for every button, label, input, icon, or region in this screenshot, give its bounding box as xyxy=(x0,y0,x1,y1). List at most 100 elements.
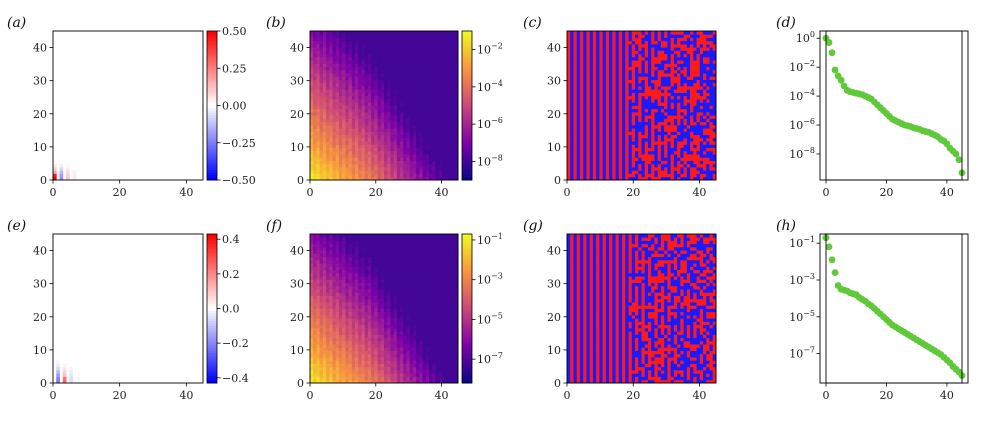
colorbar-segment xyxy=(462,35,472,39)
heat-cell xyxy=(396,121,401,126)
heat-cell xyxy=(316,76,321,80)
heat-cell xyxy=(326,353,330,358)
sign-cell xyxy=(641,56,646,61)
heat-cell xyxy=(62,379,67,384)
sign-cell xyxy=(638,53,642,58)
heat-cell xyxy=(361,154,366,158)
heat-cell xyxy=(335,40,340,45)
heat-cell xyxy=(380,89,385,93)
sign-cell xyxy=(592,167,597,171)
heat-cell xyxy=(390,118,395,123)
heat-cell xyxy=(435,163,440,168)
sign-cell xyxy=(570,73,574,77)
heat-cell xyxy=(319,340,324,345)
heat-cell xyxy=(310,344,314,348)
heat-cell xyxy=(409,40,414,45)
heat-cell xyxy=(451,73,456,77)
heat-cell xyxy=(367,160,372,165)
heat-cell xyxy=(326,308,330,313)
heat-cell xyxy=(406,154,411,158)
heat-cell xyxy=(409,31,414,35)
heat-cell xyxy=(390,37,395,42)
heat-cell xyxy=(345,73,350,77)
heat-cell xyxy=(454,47,459,51)
heat-cell xyxy=(400,144,404,149)
sign-cell xyxy=(570,144,574,149)
heat-cell xyxy=(313,147,317,152)
sign-cell xyxy=(570,170,574,174)
heat-cell xyxy=(390,69,395,74)
heat-cell xyxy=(429,40,433,45)
sign-cell xyxy=(589,121,594,126)
heat-cell xyxy=(374,163,378,168)
sign-cell xyxy=(612,173,616,178)
heat-cell xyxy=(310,308,314,313)
sign-cell xyxy=(592,173,597,178)
colorbar-segment xyxy=(207,40,217,44)
sign-cell xyxy=(612,63,616,68)
colorbar-segment xyxy=(462,145,472,149)
sign-cell xyxy=(677,79,681,84)
heat-cell xyxy=(393,141,398,145)
sign-cell xyxy=(667,63,672,68)
sign-cell xyxy=(576,86,581,90)
heat-cell xyxy=(425,79,430,84)
sign-cell xyxy=(667,43,672,48)
heat-cell xyxy=(316,305,321,309)
heat-cell xyxy=(371,173,375,178)
sign-cell xyxy=(641,92,646,97)
heat-cell xyxy=(448,63,452,68)
heat-cell xyxy=(384,160,388,165)
sign-cell xyxy=(660,108,665,113)
sign-cell xyxy=(635,115,639,119)
heat-cell xyxy=(438,115,443,119)
heat-cell xyxy=(377,134,382,139)
heat-cell xyxy=(441,118,446,123)
heat-cell xyxy=(338,118,343,123)
sign-cell xyxy=(647,92,652,97)
heat-cell xyxy=(342,167,346,171)
heat-cell xyxy=(348,69,353,74)
sign-cell xyxy=(660,131,665,136)
sign-cell xyxy=(579,154,584,158)
heat-cell xyxy=(380,108,385,113)
sign-cell xyxy=(589,167,594,171)
colorbar-segment xyxy=(207,55,217,59)
heat-cell xyxy=(329,344,333,348)
heat-cell xyxy=(438,66,443,71)
panel-label: (d) xyxy=(776,15,796,31)
heat-cell xyxy=(454,53,459,58)
sign-cell xyxy=(628,95,633,100)
heat-cell xyxy=(316,79,321,84)
y-tick-label: 0 xyxy=(554,174,561,187)
sign-cell xyxy=(651,157,655,161)
heat-cell xyxy=(348,134,353,139)
sign-cell xyxy=(673,31,678,35)
sign-cell xyxy=(647,60,652,64)
sign-cell xyxy=(703,137,707,142)
sign-cell xyxy=(583,173,587,178)
heat-cell xyxy=(319,163,324,168)
sign-cell xyxy=(573,157,578,161)
sign-cell xyxy=(605,167,610,171)
x-tick-label: 20 xyxy=(626,186,640,199)
heat-cell xyxy=(400,69,404,74)
sign-cell xyxy=(625,124,629,129)
sign-cell xyxy=(670,170,675,174)
sign-cell xyxy=(638,66,642,71)
heat-cell xyxy=(403,47,407,51)
sign-cell xyxy=(589,141,594,145)
heat-cell xyxy=(454,137,459,142)
heat-cell xyxy=(355,108,359,113)
heat-cell xyxy=(454,60,459,64)
sign-cell xyxy=(647,170,652,174)
heat-cell xyxy=(316,141,321,145)
sign-cell xyxy=(576,147,581,152)
heat-cell xyxy=(351,31,356,35)
heat-cell xyxy=(316,154,321,158)
heat-cell xyxy=(429,141,433,145)
sign-cell xyxy=(638,92,642,97)
heat-cell xyxy=(371,50,375,55)
sign-cell xyxy=(599,73,604,77)
heat-cell xyxy=(345,37,350,42)
